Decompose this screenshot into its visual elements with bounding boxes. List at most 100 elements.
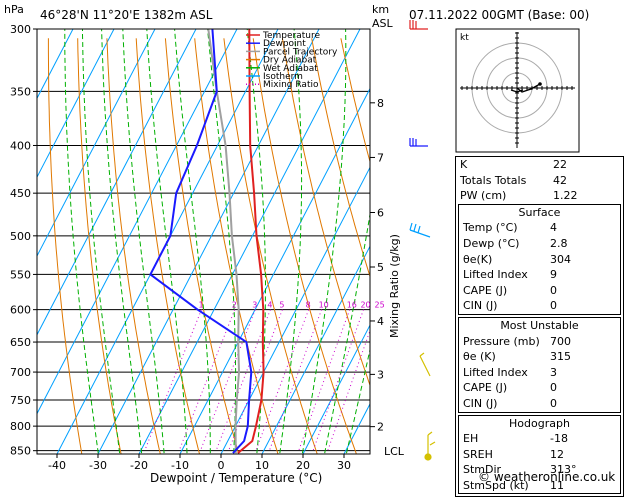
table-row: StmDir 313° — [459, 462, 620, 478]
isotherm — [37, 29, 156, 258]
pressure-tick-label: 700 — [10, 366, 31, 379]
table-row: CIN (J) 0 — [459, 396, 620, 412]
hodograph: kt — [455, 28, 580, 153]
mixing-ratio-tick-label: 1 — [199, 301, 204, 310]
row-value: 0 — [550, 283, 557, 297]
isotherm — [37, 29, 238, 415]
dry-adiabat — [47, 38, 83, 454]
temp-tick-label: -40 — [48, 459, 66, 472]
mixing-ratio-tick-label: 25 — [375, 301, 385, 310]
wet-adiabat — [101, 29, 143, 454]
table-row: Lifted Index 9 — [459, 267, 620, 283]
row-value: 0 — [550, 299, 557, 313]
pressure-tick-label: 850 — [10, 445, 31, 458]
mixing-ratio-tick-label: 10 — [319, 301, 329, 310]
table-row: CAPE (J) 0 — [459, 283, 620, 299]
row-value: 3 — [550, 365, 557, 379]
dry-adiabat — [281, 38, 370, 387]
row-label: CIN (J) — [463, 396, 498, 410]
isotherm — [302, 324, 370, 454]
most-unstable-panel: Most Unstable Pressure (mb) 700 θe (K) 315 L… — [458, 316, 621, 413]
row-label: Pressure (mb) — [463, 334, 540, 348]
temp-tick-label: -20 — [130, 459, 148, 472]
table-row: CAPE (J) 0 — [459, 380, 620, 396]
row-value: 9 — [550, 268, 557, 282]
km-tick-label: 3 — [377, 368, 384, 381]
wet-adiabat — [82, 29, 121, 454]
row-value: 4 — [550, 221, 557, 235]
legend-label: Temperature — [262, 31, 320, 41]
legend-label: Parcel Trajectory — [263, 47, 338, 57]
km-tick-label: 4 — [377, 315, 384, 328]
mixing-ratio-line — [327, 329, 370, 451]
temp-tick-label: 10 — [255, 459, 269, 472]
isotherm — [261, 245, 370, 454]
row-value: 0 — [550, 381, 557, 395]
dewpoint-line — [149, 29, 253, 454]
mixing-ratio-line — [312, 309, 364, 451]
hodograph-table-title: Hodograph — [509, 416, 570, 430]
row-label: Dewp (°C) — [463, 236, 520, 250]
isotherm — [37, 29, 197, 336]
row-label: StmDir — [463, 463, 502, 477]
pressure-tick-label: 400 — [10, 139, 31, 152]
row-label: θe (K) — [463, 350, 496, 364]
wind-barb-700 — [419, 352, 431, 377]
row-value: 0 — [550, 396, 557, 410]
datetime-title: 07.11.2022 00GMT (Base: 00) — [409, 8, 589, 22]
pressure-tick-label: 650 — [10, 336, 31, 349]
pressure-tick-label: 600 — [10, 304, 31, 317]
row-value: 304 — [550, 252, 571, 266]
table-row: Pressure (mb) 700 — [459, 334, 620, 350]
km-tick-label: 6 — [377, 206, 384, 219]
row-value: 2.8 — [550, 236, 568, 250]
wet-adiabat — [301, 29, 347, 454]
dry-adiabat — [135, 38, 200, 454]
km-tick-label: 8 — [377, 97, 384, 110]
row-value: 315 — [550, 350, 571, 364]
dry-adiabat — [77, 38, 122, 454]
pressure-tick-label: 350 — [10, 85, 31, 98]
pressure-tick-label: 450 — [10, 187, 31, 200]
temp-tick-label: 0 — [218, 459, 225, 472]
indices-panel: K 22 Totals Totals 42 PW (cm) 1.22 Surface Te… — [455, 156, 624, 497]
pressure-tick-label: 500 — [10, 230, 31, 243]
row-label: θe(K) — [463, 252, 493, 266]
surface-title: Surface — [518, 205, 561, 219]
mixing-ratio-tick-label: 8 — [306, 301, 311, 310]
wind-barbs — [409, 20, 436, 461]
hodograph-trace — [516, 83, 541, 93]
row-value: 12 — [550, 447, 564, 461]
mixing-ratio-line — [255, 309, 310, 451]
table-row: EH -18 — [459, 431, 620, 447]
profiles — [149, 29, 265, 454]
temp-tick-label: 20 — [296, 459, 310, 472]
table-row: Dewp (°C) 2.8 — [459, 236, 620, 252]
pressure-tick-label: 800 — [10, 420, 31, 433]
wet-adiabat — [122, 29, 165, 454]
row-label: Temp (°C) — [463, 221, 518, 235]
wet-adiabat — [174, 29, 211, 454]
legend-label: Isotherm — [263, 72, 303, 82]
row-value: 700 — [550, 334, 571, 348]
station-title: 46°28'N 11°20'E 1382m ASL — [40, 8, 213, 22]
mixing-ratio-line — [178, 309, 236, 451]
row-value: 42 — [553, 173, 567, 187]
x-axis-label: Dewpoint / Temperature (°C) — [150, 471, 322, 485]
mixing-ratio-tick-label: 20 — [360, 301, 370, 310]
km-tick-label: 5 — [377, 261, 384, 274]
wet-adiabat — [146, 29, 188, 454]
axes: 1 2 3 4 5 8 10 16 20 2530035040045050055060065070… — [10, 23, 385, 472]
pressure-tick-label: 300 — [10, 23, 31, 36]
table-row: Temp (°C) 4 — [459, 220, 620, 236]
temp-tick-label: -30 — [89, 459, 107, 472]
dry-adiabat — [223, 38, 318, 454]
isotherm — [97, 29, 320, 454]
row-label: CAPE (J) — [463, 381, 508, 395]
table-row: θe(K) 304 — [459, 252, 620, 268]
mixing-ratio-line — [268, 309, 323, 451]
legend-label: Dry Adiabat — [263, 56, 317, 66]
legend-label: Wet Adiabat — [263, 64, 318, 74]
dry-adiabat — [164, 38, 240, 454]
